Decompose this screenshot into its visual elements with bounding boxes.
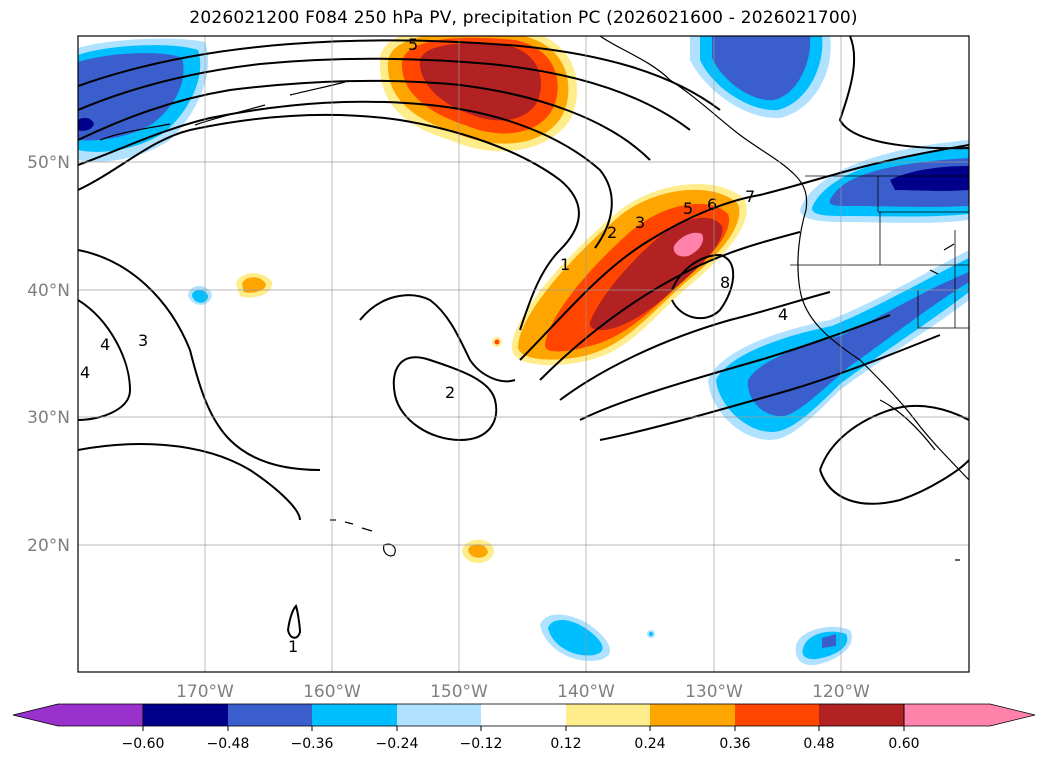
contour-label: 3 xyxy=(635,213,645,232)
colorbar-segment xyxy=(228,704,312,726)
colorbar-segment xyxy=(312,704,397,726)
colorbar-tick-label: −0.60 xyxy=(122,736,165,752)
colorbar-ticks xyxy=(142,726,905,731)
colorbar-tick-label: 0.48 xyxy=(803,736,834,752)
lat-labels: 20°N 30°N 40°N 50°N xyxy=(27,153,70,556)
colorbar-segment xyxy=(143,704,228,726)
colorbar-segment xyxy=(819,704,904,726)
contour-label: 2 xyxy=(445,383,455,402)
colorbar-segment xyxy=(397,704,481,726)
lon-labels: 170°W 160°W 150°W 140°W 130°W 120°W xyxy=(176,682,870,702)
lat-label: 20°N xyxy=(27,536,70,556)
contour-label: 6 xyxy=(707,195,717,214)
colorbar-extend-low xyxy=(12,703,144,727)
lat-label: 40°N xyxy=(27,281,70,301)
colorbar: −0.60 −0.48 −0.36 −0.24 −0.12 0.12 0.24 … xyxy=(12,703,1036,752)
contour-label: 3 xyxy=(138,331,148,350)
lon-label: 150°W xyxy=(430,682,488,702)
lon-label: 170°W xyxy=(176,682,234,702)
colorbar-tick-label: −0.12 xyxy=(460,736,503,752)
lat-label: 30°N xyxy=(27,408,70,428)
map-title: 2026021200 F084 250 hPa PV, precipitatio… xyxy=(189,8,858,28)
gridlines xyxy=(78,36,969,672)
colorbar-tick-label: −0.36 xyxy=(291,736,334,752)
colorbar-segment xyxy=(566,704,650,726)
colorbar-segment xyxy=(650,704,735,726)
colorbar-tick-label: 0.36 xyxy=(719,736,750,752)
colorbar-tick-label: 0.12 xyxy=(550,736,581,752)
lon-label: 160°W xyxy=(303,682,361,702)
lat-label: 50°N xyxy=(27,153,70,173)
colorbar-segment xyxy=(481,704,566,726)
pv-contours xyxy=(78,36,969,639)
contour-label: 4 xyxy=(778,305,788,324)
colorbar-extend-high xyxy=(903,703,1036,727)
contour-label: 4 xyxy=(80,363,90,382)
contour-label: 7 xyxy=(745,187,755,206)
pv-contour-labels: 1 2 3 4 5 6 7 8 2 3 4 1 4 5 xyxy=(80,35,788,656)
lon-label: 120°W xyxy=(812,682,870,702)
colorbar-tick-label: −0.24 xyxy=(376,736,419,752)
contour-label: 1 xyxy=(288,637,298,656)
colorbar-frame xyxy=(142,703,905,727)
contour-label: 2 xyxy=(607,223,617,242)
contour-label: 5 xyxy=(683,199,693,218)
precip-shading xyxy=(78,36,969,666)
map-frame xyxy=(77,35,970,673)
contour-label: 5 xyxy=(408,35,418,54)
contour-label: 4 xyxy=(100,335,110,354)
colorbar-tick-label: 0.24 xyxy=(634,736,665,752)
lon-label: 130°W xyxy=(685,682,743,702)
colorbar-segment xyxy=(735,704,819,726)
colorbar-tick-label: −0.48 xyxy=(207,736,250,752)
contour-label: 1 xyxy=(560,255,570,274)
colorbar-tick-label: 0.60 xyxy=(888,736,919,752)
lon-label: 140°W xyxy=(557,682,615,702)
contour-label: 8 xyxy=(720,273,730,292)
